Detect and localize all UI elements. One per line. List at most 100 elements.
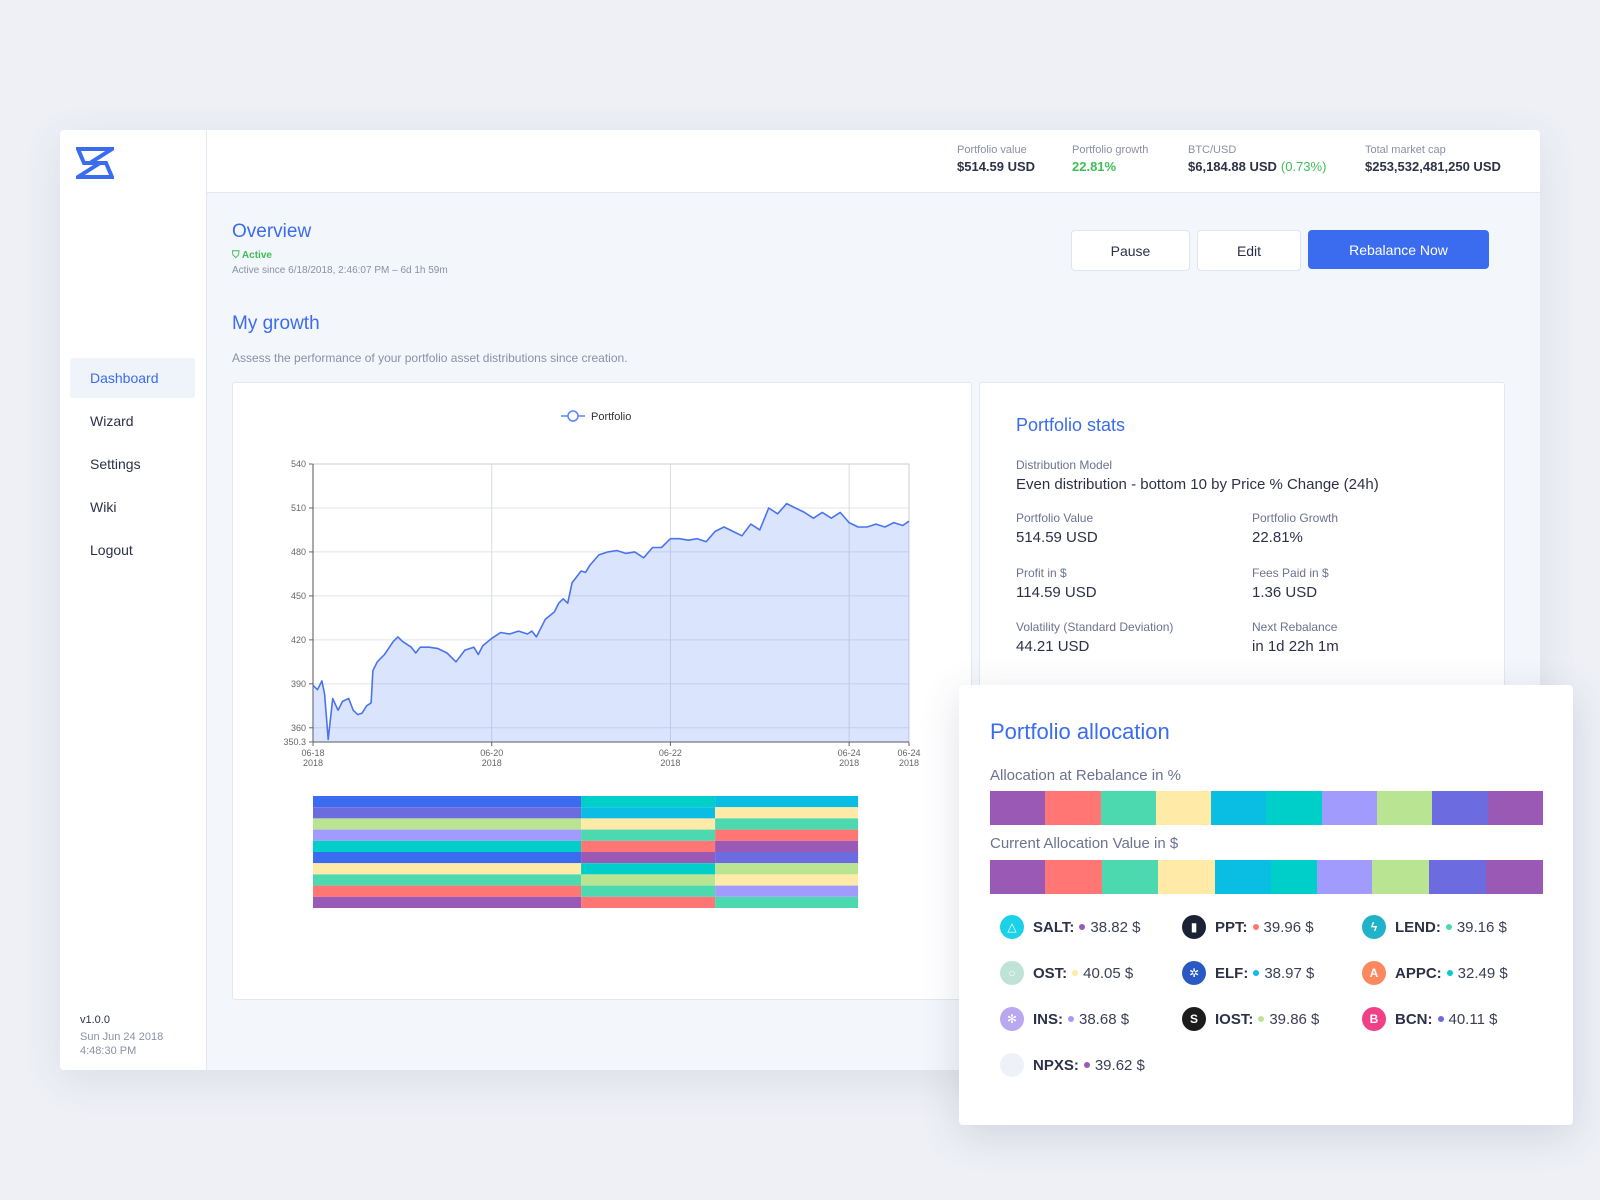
allocation-strip-cell [715,863,859,875]
edit-button[interactable]: Edit [1197,230,1301,271]
portfolio-stats-card: Portfolio stats Distribution Model Even … [979,382,1505,702]
allocation-strip-cell [581,852,716,864]
ins-icon: ✻ [1000,1007,1024,1031]
coin-name: OST: [1033,964,1068,982]
allocation-strip-cell [581,896,716,908]
allocation-strip-cell [313,840,582,852]
stat-label: Next Rebalance [1252,620,1338,634]
allocation-rebalance-label: Allocation at Rebalance in % [990,767,1181,784]
appc-icon: A [1362,961,1386,985]
allocation-current-label: Current Allocation Value in $ [990,835,1179,852]
stat-label: Distribution Model [1016,458,1113,472]
allocation-strip-cell [581,885,716,897]
coin-color-dot [1083,1062,1090,1068]
coin-item: ✲ ELF: 38.97 $ [1182,961,1314,985]
coin-color-dot [1445,924,1452,930]
coin-name: NPXS: [1033,1056,1079,1074]
legend-label: Portfolio [591,411,631,423]
rebalance-segment [1266,791,1322,825]
coin-color-dot [1446,970,1453,976]
elf-icon: ✲ [1182,961,1206,985]
sidebar-nav: Dashboard Wizard Settings Wiki Logout [70,358,195,573]
metric-market-cap: Total market cap $253,532,481,250 USD [1365,144,1501,174]
app-logo-icon[interactable] [71,147,119,181]
coin-name: LEND: [1395,918,1441,936]
current-segment [1102,860,1159,894]
sidebar-item-settings[interactable]: Settings [90,456,141,472]
coin-item: △ SALT: 38.82 $ [1000,915,1140,939]
y-tick-label: 480 [291,547,306,557]
allocation-strip-cell [313,818,582,830]
coin-color-dot [1068,1016,1074,1022]
allocation-strip-cell [581,874,716,886]
stat-portfolio-growth: Portfolio Growth 22.81% [1252,511,1338,546]
current-segment [1158,860,1216,894]
coin-value: 40.05 $ [1083,964,1134,982]
current-segment [1045,860,1103,894]
y-tick-label: 350.3 [283,737,306,747]
allocation-strip-cell [581,840,716,852]
coin-value: 38.68 $ [1079,1010,1130,1028]
coin-color-dot [1252,924,1259,930]
x-tick-label-year: 2018 [482,758,502,768]
coin-value: 39.16 $ [1456,918,1507,936]
series-line-portfolio [312,502,910,741]
current-segment [1270,860,1318,894]
allocation-strip-cell [581,796,716,808]
metric-label: Portfolio growth [1072,144,1149,156]
coin-item: A APPC: 32.49 $ [1362,961,1508,985]
bcn-icon: B [1362,1007,1386,1031]
y-tick-label: 540 [291,459,306,469]
metric-label: Portfolio value [957,144,1027,156]
version-label: v1.0.0 [80,1014,110,1026]
metric-value: 22.81% [1072,159,1117,174]
stat-fees: Fees Paid in $ 1.36 USD [1252,566,1329,601]
main-content: Overview ⛉ Active Active since 6/18/2018… [207,193,1540,1070]
stat-volatility: Volatility (Standard Deviation) 44.21 US… [1016,620,1173,655]
rebalance-segment [1487,791,1543,825]
allocation-strip-cell [313,885,582,897]
stat-next-rebalance: Next Rebalance in 1d 22h 1m [1252,620,1339,655]
stat-label: Fees Paid in $ [1252,566,1329,580]
stats-title: Portfolio stats [1016,415,1126,435]
status-text: Active [241,250,272,261]
coin-name: PPT: [1215,918,1248,936]
stat-label: Volatility (Standard Deviation) [1016,620,1174,634]
current-segment [990,860,1046,894]
sidebar: Dashboard Wizard Settings Wiki Logout v1… [60,130,207,1070]
sidebar-item-logout[interactable]: Logout [90,542,133,558]
y-tick-label: 420 [291,635,306,645]
shield-icon: ⛉ [232,250,242,261]
coin-item: NPXS: 39.62 $ [1000,1053,1145,1077]
coin-name: APPC: [1395,964,1442,982]
coin-name: INS: [1033,1010,1063,1028]
pause-button[interactable]: Pause [1071,230,1190,271]
allocation-strip-cell [581,818,716,830]
growth-description: Assess the performance of your portfolio… [232,351,628,365]
x-tick-label-year: 2018 [303,758,323,768]
rebalance-now-button[interactable]: Rebalance Now [1308,230,1489,269]
ppt-icon: ▮ [1182,915,1206,939]
coin-color-dot [1437,1016,1444,1022]
btc-change: (0.73%) [1280,159,1327,174]
sidebar-item-dashboard[interactable]: Dashboard [70,358,195,398]
y-tick-label: 450 [291,591,306,601]
allocation-strip-cell [715,840,859,852]
sidebar-item-wizard[interactable]: Wizard [90,413,134,429]
growth-title: My growth [232,313,320,334]
stat-profit: Profit in $ 114.59 USD [1016,566,1097,601]
stat-value: Even distribution - bottom 10 by Price %… [1016,476,1379,493]
allocation-strip-cell [313,829,582,841]
coin-color-dot [1079,924,1086,930]
growth-chart: Portfolio 540 510 480 450 420 390 360 350.306-18… [283,410,921,908]
allocation-strip-cell [715,852,859,864]
coin-name: SALT: [1033,918,1075,936]
coin-color-dot [1258,1016,1265,1022]
allocation-strip-cell [581,829,716,841]
iost-icon: S [1182,1007,1206,1031]
metric-label: BTC/USD [1188,144,1237,156]
sidebar-item-wiki[interactable]: Wiki [90,499,117,515]
coin-name: BCN: [1395,1010,1433,1028]
coin-value: 38.97 $ [1264,964,1315,982]
ost-icon: ○ [1000,961,1024,985]
